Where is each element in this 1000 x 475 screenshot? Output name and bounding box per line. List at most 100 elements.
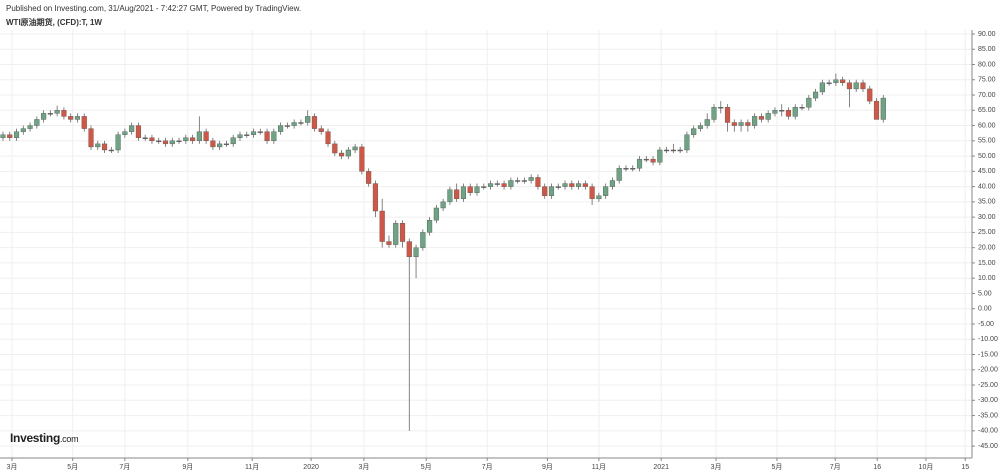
candle-body xyxy=(291,122,297,126)
x-tick-label: 7月 xyxy=(830,463,841,471)
candle-body xyxy=(203,131,209,142)
y-tick-label: -45.00 xyxy=(978,443,998,450)
candle-body xyxy=(880,97,886,120)
candle-body xyxy=(54,110,60,114)
y-tick-label: -15.00 xyxy=(978,351,998,358)
candle-body xyxy=(406,241,412,258)
candle-body xyxy=(183,137,189,142)
candle-body xyxy=(704,119,710,126)
candle-body xyxy=(623,168,629,170)
x-tick-label: 11月 xyxy=(245,463,259,471)
y-tick-label: 80.00 xyxy=(978,61,996,68)
candle-body xyxy=(169,140,175,145)
x-tick-label: 5月 xyxy=(421,463,432,471)
candle-body xyxy=(616,168,622,181)
candle-body xyxy=(271,131,277,142)
candle-body xyxy=(318,128,324,132)
candle-body xyxy=(0,134,6,138)
candle-body xyxy=(433,207,439,221)
chart-title: WTI原油期货, (CFD):T, 1W xyxy=(6,18,102,27)
published-note: Published on Investing.com, 31/Aug/2021 … xyxy=(6,4,302,13)
candle-body xyxy=(257,131,263,133)
candle-body xyxy=(88,128,94,148)
candle-body xyxy=(650,158,656,163)
x-tick-label: 9月 xyxy=(182,463,193,471)
x-tick-label: 2021 xyxy=(653,464,669,471)
x-tick-label: 5月 xyxy=(67,463,78,471)
candle-body xyxy=(853,82,859,90)
x-tick-label: 7月 xyxy=(482,463,493,471)
x-tick-label: 5月 xyxy=(772,463,783,471)
candle-body xyxy=(386,241,392,245)
candle-body xyxy=(311,116,318,129)
y-tick-label: 90.00 xyxy=(978,31,996,38)
candle-body xyxy=(521,180,527,182)
candle-body xyxy=(393,223,399,245)
candle-body xyxy=(731,122,737,126)
candle-body xyxy=(13,131,20,138)
x-tick-label: 7月 xyxy=(119,463,130,471)
candle-body xyxy=(325,131,331,145)
candle-body xyxy=(765,113,771,120)
candle-body xyxy=(813,91,819,99)
candle-body xyxy=(447,189,453,203)
y-tick-label: 55.00 xyxy=(978,138,996,145)
y-tick-label: -25.00 xyxy=(978,382,998,389)
candle-body xyxy=(718,107,724,109)
candle-body xyxy=(745,122,751,126)
y-tick-label: 40.00 xyxy=(978,183,996,190)
y-tick-label: 35.00 xyxy=(978,199,996,206)
x-tick-label: 9月 xyxy=(542,463,553,471)
candle-body xyxy=(711,107,717,120)
y-tick-label: 15.00 xyxy=(978,260,996,267)
candle-body xyxy=(352,146,358,151)
candle-body xyxy=(609,180,615,187)
candle-body xyxy=(779,110,785,112)
y-tick-label: 10.00 xyxy=(978,275,996,282)
candle-body xyxy=(460,186,467,200)
candle-body xyxy=(20,128,26,132)
candle-body xyxy=(508,180,514,187)
candle-body xyxy=(115,134,121,151)
candle-body xyxy=(575,183,582,187)
candle-body xyxy=(501,183,507,187)
candle-body xyxy=(122,131,128,135)
candle-body xyxy=(156,140,162,143)
y-tick-label: 85.00 xyxy=(978,46,996,53)
candle-body xyxy=(684,134,690,151)
candle-body xyxy=(826,82,832,85)
candle-body xyxy=(244,134,250,136)
x-tick-label: 11月 xyxy=(592,463,606,471)
logo: Investing.com xyxy=(10,431,79,445)
candle-body xyxy=(305,116,311,123)
x-tick-label: 15 xyxy=(961,464,969,471)
y-tick-label: 50.00 xyxy=(978,153,996,160)
candle-body xyxy=(81,116,87,129)
candle-body xyxy=(250,131,257,135)
candle-body xyxy=(542,186,548,196)
candle-body xyxy=(467,186,473,193)
candle-body xyxy=(210,140,216,148)
candle-body xyxy=(230,137,236,145)
candle-body xyxy=(237,134,243,138)
candle-body xyxy=(657,149,663,163)
candle-body xyxy=(670,149,676,152)
candle-body xyxy=(569,183,575,187)
candle-body xyxy=(298,122,304,124)
candle-body xyxy=(7,134,13,138)
x-tick-label: 3月 xyxy=(358,463,369,471)
y-tick-label: 25.00 xyxy=(978,229,996,236)
candle-body xyxy=(772,110,778,114)
candle-body xyxy=(792,107,798,117)
y-tick-label: -30.00 xyxy=(978,397,998,404)
y-tick-label: 5.00 xyxy=(978,290,992,297)
y-tick-label: 75.00 xyxy=(978,77,996,84)
candle-body xyxy=(636,158,643,169)
y-tick-label: 45.00 xyxy=(978,168,996,175)
candle-body xyxy=(528,177,534,181)
x-tick-label: 2020 xyxy=(303,464,319,471)
candle-body xyxy=(758,116,764,120)
candle-body xyxy=(819,82,825,93)
candle-body xyxy=(589,186,595,200)
